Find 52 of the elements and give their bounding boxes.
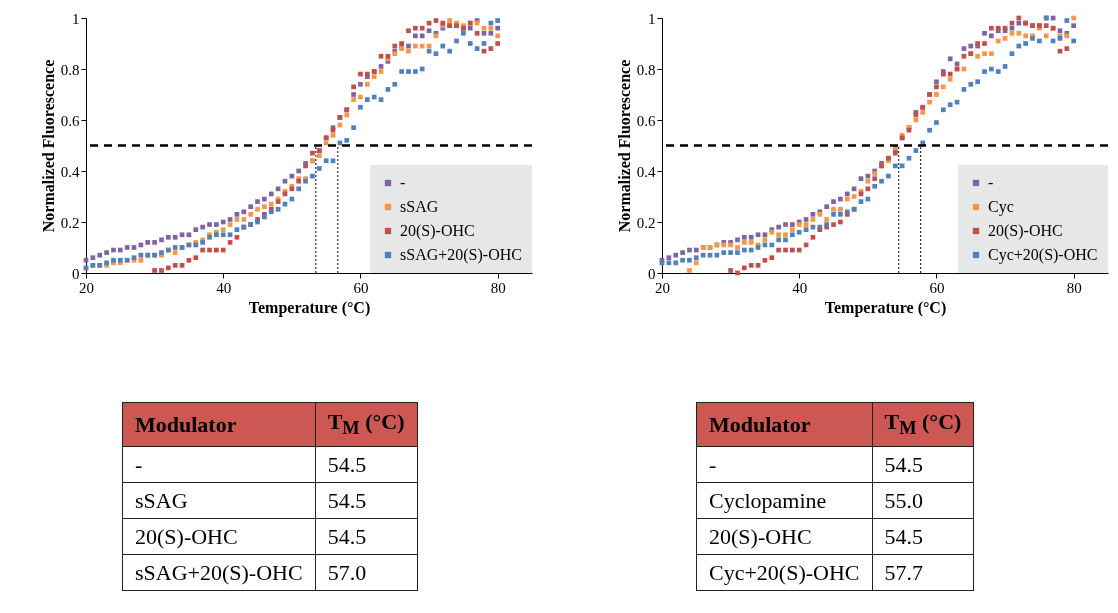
y-tick-label: 0.6	[60, 112, 80, 129]
x-axis-title: Temperature (°C)	[248, 298, 371, 317]
text: 57.0	[315, 554, 417, 591]
x-tick-label: 60	[929, 279, 945, 296]
text: 54.5	[315, 446, 417, 483]
y-tick-label: 0.2	[636, 214, 656, 231]
text: -	[122, 446, 316, 483]
text: 54.5	[315, 482, 417, 519]
legend-label: 20(S)-OHC	[988, 222, 1063, 240]
text: sSAG	[122, 482, 316, 519]
y-axis-title: Normalized Fluorescence	[615, 59, 633, 233]
y-tick-label: 1	[72, 10, 80, 27]
legend-label: sSAG+20(S)-OHC	[400, 246, 522, 264]
x-tick-label: 40	[216, 279, 232, 296]
x-tick-label: 80	[490, 279, 506, 296]
legend-label: Cyc+20(S)-OHC	[988, 246, 1098, 264]
text: 54.5	[872, 518, 974, 555]
y-tick-label: 0.8	[636, 61, 656, 78]
legend-label: -	[988, 174, 994, 191]
text: 54.5	[872, 446, 974, 483]
text: -	[696, 446, 873, 483]
text: Modulator	[696, 402, 873, 447]
text: T$_{M}$ (°C)	[315, 402, 417, 447]
legend-label: 20(S)-OHC	[400, 222, 475, 240]
legend-label: sSAG	[400, 198, 439, 215]
x-axis-title: Temperature (°C)	[824, 298, 947, 317]
y-tick-label: 0	[648, 265, 656, 282]
y-axis-title: Normalized Fluorescence	[39, 59, 57, 233]
text: 57.7	[872, 554, 974, 591]
x-tick-label: 60	[353, 279, 369, 296]
y-tick-label: 0.4	[60, 163, 80, 180]
legend-label: -	[400, 174, 406, 191]
text: T$_{M}$ (°C)	[872, 402, 974, 447]
legend-label: Cyc	[988, 198, 1014, 216]
text: 20(S)-OHC	[696, 518, 873, 555]
x-tick-label: 40	[792, 279, 808, 296]
y-tick-label: 0.4	[636, 163, 656, 180]
y-tick-label: 0	[72, 265, 80, 282]
text: Modulator	[122, 402, 316, 447]
y-tick-label: 0.6	[636, 112, 656, 129]
y-tick-label: 0.8	[60, 61, 80, 78]
text: 54.5	[315, 518, 417, 555]
x-tick-label: 20	[79, 279, 94, 296]
text: sSAG+20(S)-OHC	[122, 554, 316, 591]
x-tick-label: 80	[1066, 279, 1082, 296]
text: Cyclopamine	[696, 482, 873, 519]
text: 20(S)-OHC	[122, 518, 316, 555]
y-tick-label: 0.2	[60, 214, 80, 231]
y-tick-label: 1	[648, 10, 656, 27]
text: Cyc+20(S)-OHC	[696, 554, 873, 591]
text: 55.0	[872, 482, 974, 519]
x-tick-label: 20	[655, 279, 670, 296]
